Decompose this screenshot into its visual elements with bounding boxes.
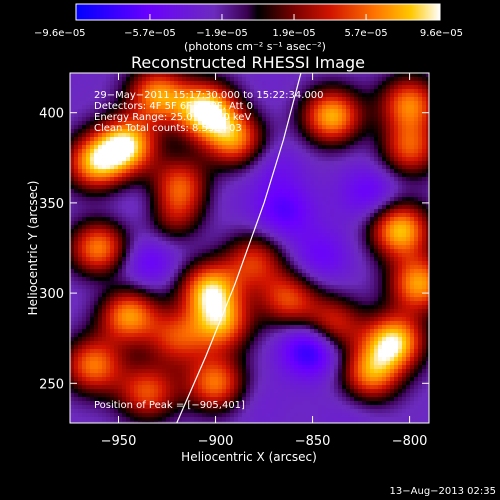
colorbar-tick-label: −1.9e−05 [196,28,248,39]
footer-timestamp: 13−Aug−2013 02:35 [390,486,496,497]
heatmap-image [70,73,429,423]
colorbar-tick-label: 5.7e−05 [344,28,387,39]
y-tick-label: 400 [39,107,64,122]
chart-title: Reconstructed RHESSI Image [131,53,365,72]
x-tick-label: −800 [392,434,428,449]
colorbar [75,3,441,21]
x-tick-label: −900 [198,434,234,449]
x-tick-label: −950 [101,434,137,449]
annotation-line: Energy Range: 25.0 − 50.0 keV [94,112,251,123]
x-tick-label: −850 [295,434,331,449]
solar-limb-curve [176,73,302,423]
annotation-line: 29−May−2011 15:17:30.000 to 15:22:34.000 [94,90,324,101]
plot-frame [69,72,430,424]
colorbar-ticks: −9.6e−05 −5.7e−05 −1.9e−05 1.9e−05 5.7e−05 9.… [34,14,463,39]
x-axis-label: Heliocentric X (arcsec) [181,450,317,464]
observation-annotations: 29−May−2011 15:17:30.000 to 15:22:34.000… [94,90,324,134]
colorbar-unit-label: (photons cm⁻² s⁻¹ asec⁻²) [184,40,326,53]
axis-ticks: −950 −900 −850 −800 250 300 350 400 [39,73,429,449]
y-tick-label: 250 [39,377,64,392]
annotation-line: Detectors: 4F 5F 6F 7F 8F, Att 0 [94,101,253,112]
y-tick-label: 350 [39,197,64,212]
y-tick-label: 300 [39,287,64,302]
annotation-line: Clean Total counts: 8.55E+03 [94,123,242,134]
peak-position-label: Position of Peak = [−905,401] [94,400,245,411]
colorbar-tick-label: −5.7e−05 [124,28,176,39]
y-axis-label: Heliocentric Y (arcsec) [26,181,40,316]
colorbar-tick-label: 1.9e−05 [272,28,315,39]
colorbar-tick-label: 9.6e−05 [420,28,463,39]
colorbar-tick-label: −9.6e−05 [34,28,86,39]
